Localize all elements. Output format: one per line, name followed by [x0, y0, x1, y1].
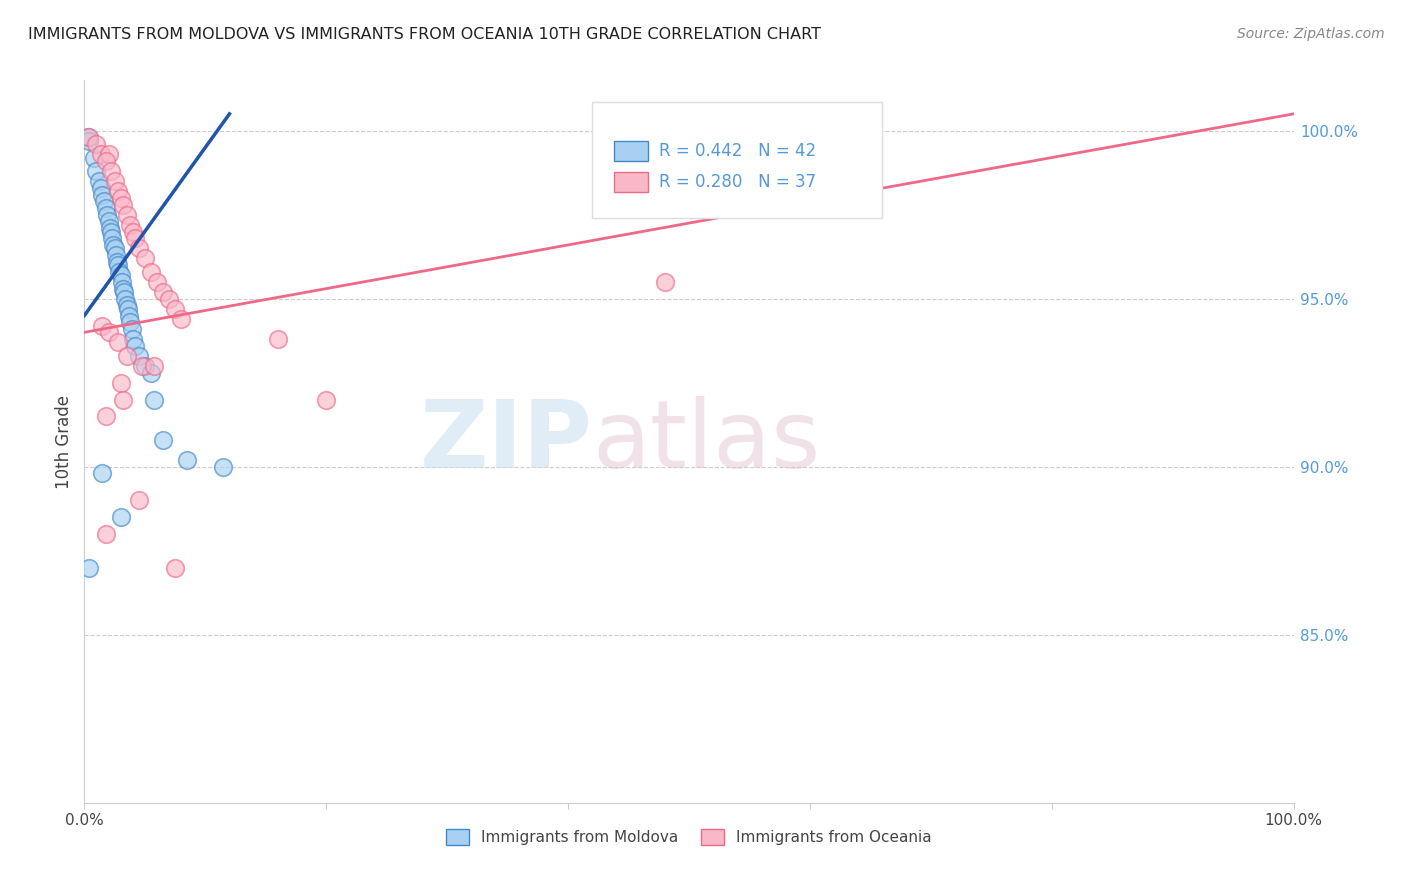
- FancyBboxPatch shape: [592, 102, 883, 218]
- Point: [118, 309, 141, 323]
- Point: [101, 231, 124, 245]
- Point: [143, 392, 166, 407]
- Point: [128, 493, 150, 508]
- Point: [121, 225, 143, 239]
- Point: [105, 254, 128, 268]
- Point: [115, 208, 138, 222]
- Point: [121, 322, 143, 336]
- Point: [114, 292, 136, 306]
- Point: [112, 197, 135, 211]
- Point: [157, 292, 180, 306]
- Point: [112, 285, 135, 299]
- Point: [120, 218, 142, 232]
- Point: [91, 318, 114, 333]
- Point: [103, 238, 125, 252]
- Point: [97, 147, 120, 161]
- Legend: Immigrants from Moldova, Immigrants from Oceania: Immigrants from Moldova, Immigrants from…: [439, 822, 939, 853]
- FancyBboxPatch shape: [614, 141, 648, 161]
- Point: [104, 241, 127, 255]
- Point: [97, 326, 120, 340]
- Point: [139, 366, 162, 380]
- FancyBboxPatch shape: [614, 172, 648, 193]
- Point: [83, 151, 105, 165]
- Point: [97, 214, 120, 228]
- Point: [96, 208, 118, 222]
- Point: [91, 187, 114, 202]
- Point: [94, 409, 117, 424]
- Point: [139, 265, 162, 279]
- Point: [128, 349, 150, 363]
- Point: [146, 275, 169, 289]
- Point: [104, 174, 127, 188]
- Text: Source: ZipAtlas.com: Source: ZipAtlas.com: [1237, 27, 1385, 41]
- Text: ZIP: ZIP: [419, 395, 592, 488]
- Point: [121, 332, 143, 346]
- Point: [90, 181, 112, 195]
- Text: R = 0.442   N = 42: R = 0.442 N = 42: [659, 142, 815, 160]
- Point: [107, 335, 129, 350]
- Text: R = 0.280   N = 37: R = 0.280 N = 37: [659, 173, 815, 191]
- Point: [107, 258, 129, 272]
- Point: [107, 184, 129, 198]
- Text: atlas: atlas: [592, 395, 821, 488]
- Point: [108, 265, 131, 279]
- Point: [131, 359, 153, 373]
- Point: [91, 467, 114, 481]
- Point: [90, 147, 112, 161]
- Point: [134, 252, 156, 266]
- Point: [94, 527, 117, 541]
- Point: [111, 275, 134, 289]
- Point: [93, 194, 115, 209]
- Point: [112, 392, 135, 407]
- Point: [110, 376, 132, 390]
- Point: [100, 164, 122, 178]
- Point: [104, 248, 127, 262]
- Point: [120, 315, 142, 329]
- Point: [77, 560, 100, 574]
- Point: [100, 225, 122, 239]
- Point: [110, 268, 132, 283]
- Point: [267, 332, 290, 346]
- Point: [77, 134, 100, 148]
- Point: [117, 301, 139, 316]
- Point: [654, 275, 676, 289]
- Point: [115, 298, 138, 312]
- Point: [112, 282, 135, 296]
- Point: [315, 392, 337, 407]
- Point: [124, 339, 146, 353]
- Point: [86, 164, 108, 178]
- Point: [170, 311, 193, 326]
- Point: [77, 130, 100, 145]
- Point: [152, 433, 174, 447]
- Point: [165, 560, 187, 574]
- Point: [212, 459, 235, 474]
- Point: [115, 349, 138, 363]
- Point: [124, 231, 146, 245]
- Text: IMMIGRANTS FROM MOLDOVA VS IMMIGRANTS FROM OCEANIA 10TH GRADE CORRELATION CHART: IMMIGRANTS FROM MOLDOVA VS IMMIGRANTS FR…: [28, 27, 821, 42]
- Point: [152, 285, 174, 299]
- Point: [143, 359, 166, 373]
- Point: [86, 137, 108, 152]
- Point: [110, 510, 132, 524]
- Point: [110, 191, 132, 205]
- Point: [134, 359, 156, 373]
- Point: [128, 241, 150, 255]
- Point: [77, 130, 100, 145]
- Point: [94, 201, 117, 215]
- Point: [176, 453, 198, 467]
- Point: [94, 153, 117, 168]
- Point: [98, 221, 121, 235]
- Point: [87, 174, 110, 188]
- Point: [165, 301, 187, 316]
- Y-axis label: 10th Grade: 10th Grade: [55, 394, 73, 489]
